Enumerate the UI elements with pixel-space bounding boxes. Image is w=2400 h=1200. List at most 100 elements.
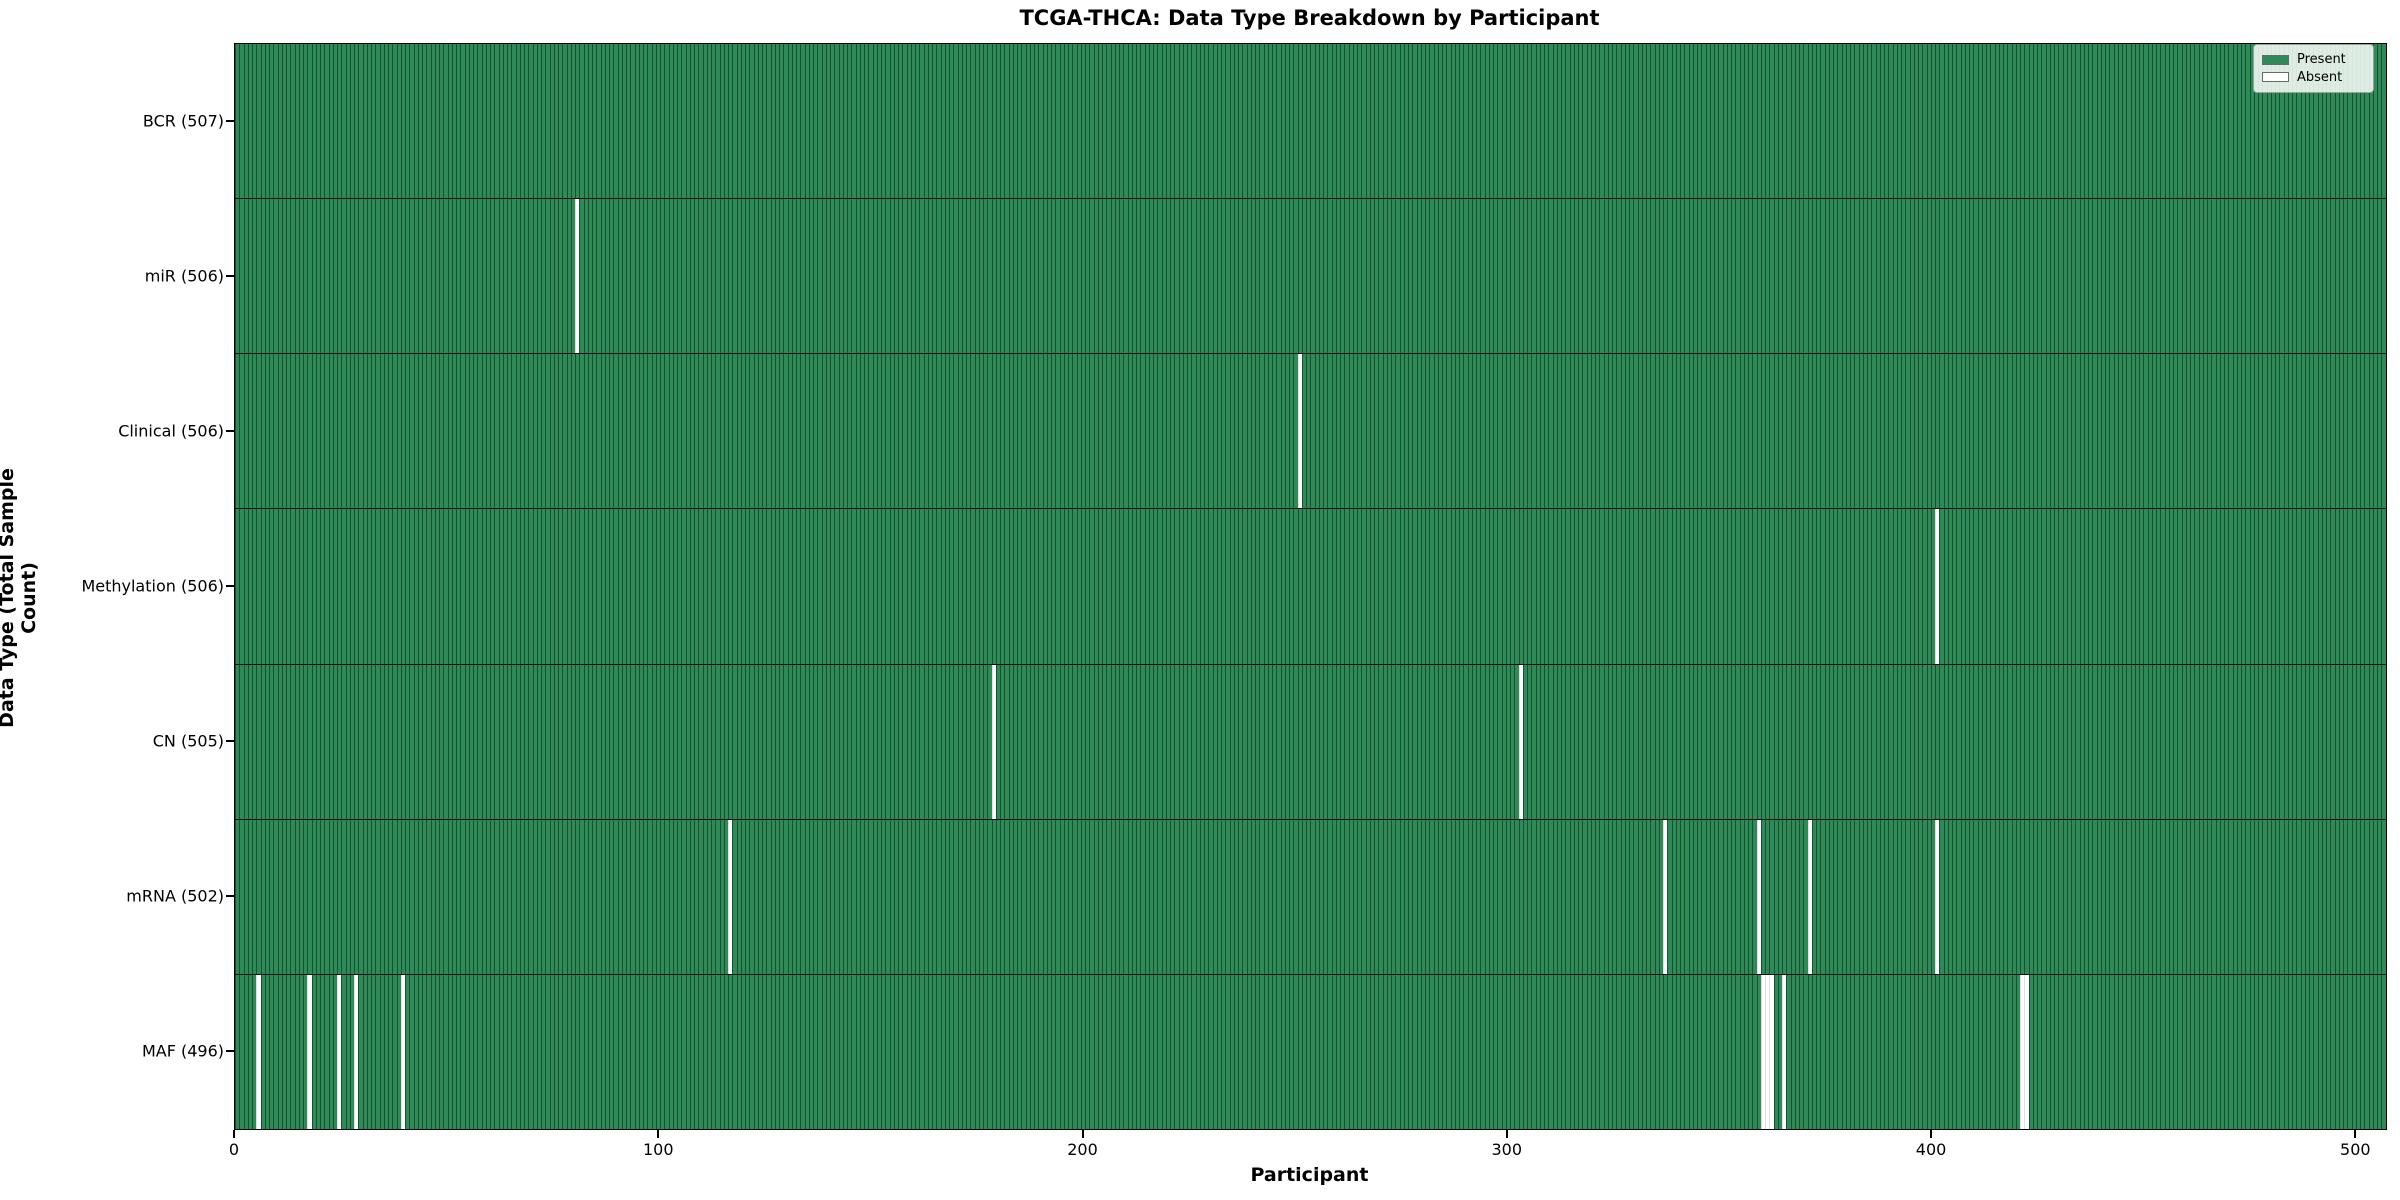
participant-cell xyxy=(702,819,707,974)
participant-cell xyxy=(898,509,903,664)
participant-cell xyxy=(1845,354,1850,509)
participant-cell xyxy=(1153,199,1158,354)
participant-cell xyxy=(1395,974,1400,1129)
participant-cell xyxy=(2194,509,2199,664)
participant-cell xyxy=(817,664,822,819)
participant-cell xyxy=(927,509,932,664)
participant-cell xyxy=(1841,819,1846,974)
participant-cell xyxy=(1348,509,1353,664)
participant-cell xyxy=(1913,199,1918,354)
participant-cell xyxy=(855,44,860,199)
participant-cell xyxy=(451,44,456,199)
absent-swatch xyxy=(2262,72,2289,83)
participant-cell xyxy=(919,974,924,1129)
participant-cell xyxy=(749,44,754,199)
participant-cell xyxy=(1297,354,1302,509)
participant-cell xyxy=(354,974,359,1129)
participant-cell xyxy=(1386,354,1391,509)
participant-cell xyxy=(566,509,571,664)
participant-cell xyxy=(1021,664,1026,819)
participant-cell xyxy=(830,199,835,354)
participant-cell xyxy=(1633,509,1638,664)
participant-cell xyxy=(1824,509,1829,664)
chart-row-MAF xyxy=(235,973,2386,1129)
participant-cell xyxy=(2236,664,2241,819)
participant-cell xyxy=(1705,509,1710,664)
participant-cell xyxy=(1352,819,1357,974)
participant-cell xyxy=(949,354,954,509)
participant-cell xyxy=(2326,664,2331,819)
participant-cell xyxy=(1739,974,1744,1129)
participant-cell xyxy=(2151,354,2156,509)
participant-cell xyxy=(315,199,320,354)
participant-cell xyxy=(1765,354,1770,509)
participant-cell xyxy=(477,44,482,199)
participant-cell xyxy=(1425,354,1430,509)
participant-cell xyxy=(1578,44,1583,199)
participant-cell xyxy=(1017,44,1022,199)
participant-cell xyxy=(2211,819,2216,974)
participant-cell xyxy=(1939,664,1944,819)
participant-cell xyxy=(1977,664,1982,819)
participant-cell xyxy=(1204,664,1209,819)
participant-cell xyxy=(1399,44,1404,199)
participant-cell xyxy=(1374,509,1379,664)
participant-cell xyxy=(541,199,546,354)
participant-cell xyxy=(456,199,461,354)
participant-cell xyxy=(2232,44,2237,199)
participant-cell xyxy=(1195,819,1200,974)
participant-cell xyxy=(260,44,265,199)
participant-cell xyxy=(2202,664,2207,819)
participant-cell xyxy=(694,354,699,509)
participant-cell xyxy=(1250,44,1255,199)
participant-cell xyxy=(1459,44,1464,199)
participant-cell xyxy=(621,974,626,1129)
participant-cell xyxy=(910,819,915,974)
participant-cell xyxy=(434,819,439,974)
participant-cell xyxy=(1369,819,1374,974)
participant-cell xyxy=(2194,199,2199,354)
participant-cell xyxy=(651,819,656,974)
participant-cell xyxy=(995,509,1000,664)
participant-cell xyxy=(1952,664,1957,819)
participant-cell xyxy=(1701,509,1706,664)
participant-cell xyxy=(2207,44,2212,199)
participant-cell xyxy=(2343,664,2348,819)
participant-cell xyxy=(672,354,677,509)
participant-cell xyxy=(2185,199,2190,354)
participant-cell xyxy=(987,664,992,819)
participant-cell xyxy=(1493,199,1498,354)
participant-cell xyxy=(1170,44,1175,199)
participant-cell xyxy=(303,509,308,664)
participant-cell xyxy=(2075,974,2080,1129)
participant-cell xyxy=(847,354,852,509)
participant-cell xyxy=(2296,509,2301,664)
participant-cell xyxy=(1544,819,1549,974)
y-tick-label-miR: miR (506) xyxy=(144,266,224,285)
participant-cell xyxy=(587,664,592,819)
participant-cell xyxy=(2270,819,2275,974)
participant-cell xyxy=(1144,819,1149,974)
participant-cell xyxy=(2007,199,2012,354)
participant-cell xyxy=(1034,974,1039,1129)
participant-cell xyxy=(1051,199,1056,354)
participant-cell xyxy=(876,974,881,1129)
participant-cell xyxy=(1310,354,1315,509)
participant-cell xyxy=(2279,819,2284,974)
participant-cell xyxy=(1318,44,1323,199)
participant-cell xyxy=(1221,974,1226,1129)
participant-cell xyxy=(1765,664,1770,819)
participant-cell xyxy=(1272,974,1277,1129)
participant-cell xyxy=(2079,664,2084,819)
participant-cell xyxy=(502,974,507,1129)
participant-cell xyxy=(2143,664,2148,819)
participant-cell xyxy=(1892,509,1897,664)
participant-cell xyxy=(2062,974,2067,1129)
participant-cell xyxy=(966,974,971,1129)
participant-cell xyxy=(1004,974,1009,1129)
participant-cell xyxy=(796,819,801,974)
participant-cell xyxy=(1756,44,1761,199)
participant-cell xyxy=(1008,664,1013,819)
participant-cell xyxy=(774,664,779,819)
participant-cell xyxy=(1667,44,1672,199)
